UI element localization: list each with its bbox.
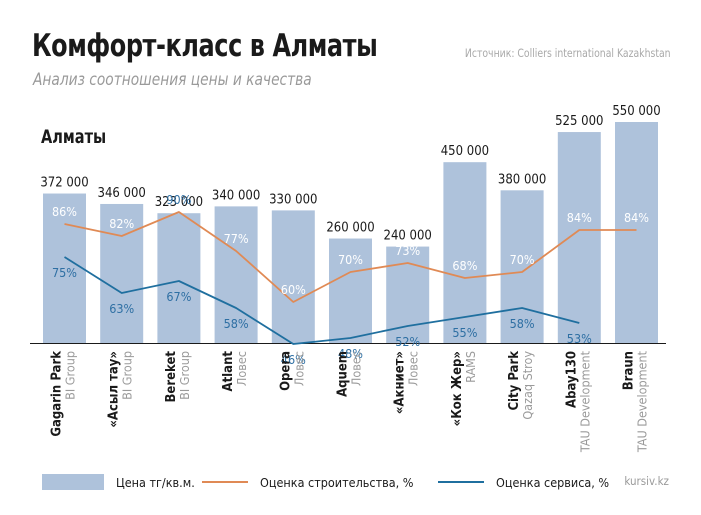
price-bar <box>43 193 86 343</box>
developer-name-label: Qazaq Stroy <box>520 351 535 420</box>
project-name-label: «Асыл тау» <box>107 351 122 428</box>
price-value-label: 380 000 <box>498 172 546 187</box>
price-bar <box>214 206 258 343</box>
legend-price-label: Цена тг/кв.м. <box>116 474 195 490</box>
developer-name-label: TAU Development <box>577 350 592 453</box>
price-value-label: 450 000 <box>441 144 489 159</box>
legend-service-label: Оценка сервиса, % <box>496 474 610 490</box>
city-label: Алматы <box>41 126 107 148</box>
legend-service: Оценка сервиса, % <box>438 473 609 491</box>
developer-name-label: Ловес <box>349 351 364 386</box>
developer-name-label: BI Group <box>63 351 78 400</box>
service-pct-label: 67% <box>166 289 191 304</box>
project-name-label: «Акниет» <box>393 351 408 414</box>
project-name-label: Bereket <box>164 351 179 403</box>
project-name-label: City Park <box>507 351 522 411</box>
chart-subtitle: Анализ соотношения цены и качества <box>33 70 312 90</box>
construction-pct-label: 73% <box>395 243 420 258</box>
chart-title: Комфорт-класс в Алматы <box>32 28 378 64</box>
construction-pct-label: 77% <box>224 231 249 246</box>
service-pct-label: 63% <box>109 301 134 316</box>
watermark: kursiv.kz <box>624 474 669 488</box>
construction-pct-label: 84% <box>624 210 649 225</box>
price-bar <box>615 122 658 343</box>
construction-pct-label: 60% <box>281 282 306 297</box>
legend-price-swatch <box>42 474 104 490</box>
price-bar <box>443 162 487 343</box>
project-name-label: Braun <box>622 351 637 390</box>
construction-pct-label: 68% <box>452 258 477 273</box>
price-bar <box>100 203 144 343</box>
project-name-label: Abay130 <box>564 351 579 408</box>
legend-construction-label: Оценка строительства, % <box>260 474 414 490</box>
developer-name-label: RAMS <box>463 351 478 383</box>
price-bar <box>157 213 201 343</box>
construction-pct-label: 86% <box>52 204 77 219</box>
developer-name-label: Ловес <box>406 351 421 386</box>
service-pct-label: 53% <box>567 331 592 346</box>
developer-name-label: TAU Development <box>635 350 650 453</box>
price-bar <box>329 238 372 343</box>
developer-name-label: BI Group <box>120 351 135 400</box>
price-bar <box>557 132 601 343</box>
price-bar <box>500 190 544 343</box>
source-note: Источник: Colliers international Kazakhs… <box>465 46 671 60</box>
price-value-label: 346 000 <box>98 186 146 201</box>
construction-pct-label: 90% <box>166 192 191 207</box>
price-value-label: 550 000 <box>612 104 660 119</box>
project-name-label: «Кок Жер» <box>450 351 465 426</box>
construction-line <box>64 211 637 303</box>
developer-name-label: Ловес <box>291 351 306 386</box>
service-pct-label: 58% <box>224 316 249 331</box>
project-name-label: Gagarin Park <box>50 351 65 437</box>
service-pct-label: 52% <box>395 334 420 349</box>
price-value-label: 330 000 <box>269 192 317 207</box>
legend-service-swatch <box>438 481 484 483</box>
price-value-label: 372 000 <box>40 176 88 191</box>
price-value-label: 525 000 <box>555 114 603 129</box>
service-pct-label: 46% <box>281 352 306 367</box>
service-pct-label: 55% <box>452 325 477 340</box>
price-value-label: 240 000 <box>384 229 432 244</box>
service-line <box>64 256 580 345</box>
legend-construction: Оценка строительства, % <box>202 473 413 491</box>
construction-pct-label: 84% <box>567 210 592 225</box>
project-name-label: Opera <box>278 351 293 391</box>
service-pct-label: 58% <box>510 316 535 331</box>
legend-construction-swatch <box>202 481 248 483</box>
construction-pct-label: 70% <box>338 252 363 267</box>
construction-pct-label: 70% <box>510 252 535 267</box>
price-value-label: 260 000 <box>326 221 374 236</box>
project-name-label: Atlant <box>221 351 236 392</box>
construction-pct-label: 82% <box>109 216 134 231</box>
price-value-label: 340 000 <box>212 188 260 203</box>
project-name-label: Aquem <box>336 351 351 397</box>
developer-name-label: BI Group <box>177 351 192 400</box>
price-bar <box>271 210 315 343</box>
legend-price: Цена тг/кв.м. <box>42 473 195 491</box>
service-pct-label: 75% <box>52 265 77 280</box>
developer-name-label: Ловес <box>234 351 249 386</box>
service-pct-label: 48% <box>338 346 363 361</box>
price-value-label: 323 000 <box>155 195 203 210</box>
